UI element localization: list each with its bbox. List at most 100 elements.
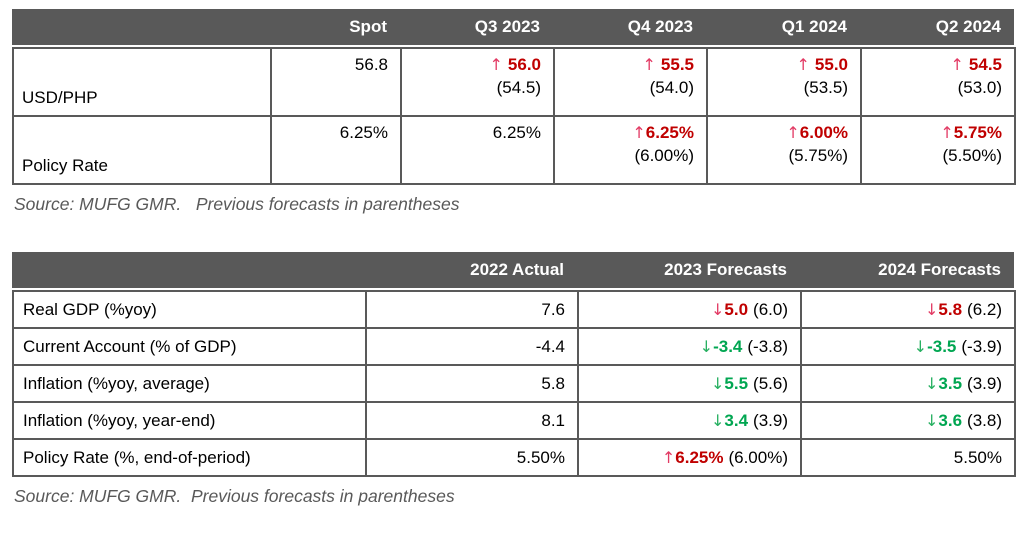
fx-table-header-row: Spot Q3 2023 Q4 2023 Q1 2024 Q2 2024 bbox=[12, 9, 1014, 45]
previous-forecast: (54.5) bbox=[496, 78, 541, 97]
table-row-usdphp: USD/PHP 56.8 ↑ 56.0 (54.5) ↑ 55.5 (54.0) ↑… bbox=[12, 47, 1016, 117]
down-arrow-icon: ↓ bbox=[924, 410, 939, 430]
previous-forecast: (6.00%) bbox=[634, 146, 694, 165]
column-header-blank bbox=[12, 9, 270, 45]
column-header-q4-2023: Q4 2023 bbox=[627, 17, 693, 36]
column-header-q1-2024: Q1 2024 bbox=[781, 17, 847, 36]
row-label-current-account: Current Account (% of GDP) bbox=[12, 327, 367, 366]
forecast-value: 6.25% bbox=[492, 123, 541, 142]
actual-value: 8.1 bbox=[541, 410, 565, 430]
forecast-value: 56.0 bbox=[507, 55, 541, 74]
down-arrow-icon: ↓ bbox=[710, 373, 725, 393]
row-label-inflation-average: Inflation (%yoy, average) bbox=[12, 364, 367, 403]
page: Spot Q3 2023 Q4 2023 Q1 2024 Q2 2024 USD… bbox=[12, 9, 1016, 507]
inflation-year-end-2022-cell: 8.1 bbox=[365, 401, 579, 440]
table-row-inflation-average: Inflation (%yoy, average) 5.8 ↓5.5 (5.6) … bbox=[12, 364, 1016, 403]
inflation-average-2023-cell: ↓5.5 (5.6) bbox=[577, 364, 802, 403]
policy-q2-2024-cell: ↑5.75% (5.50%) bbox=[860, 115, 1016, 185]
forecast-value: 55.0 bbox=[814, 55, 848, 74]
current-account-2023-cell: ↓-3.4 (-3.8) bbox=[577, 327, 802, 366]
previous-forecast: (6.2) bbox=[967, 299, 1002, 319]
forecast-value: 3.5 bbox=[938, 373, 963, 393]
up-arrow-icon: ↑ bbox=[632, 123, 646, 142]
macro-table-header-row: 2022 Actual 2023 Forecasts 2024 Forecast… bbox=[12, 252, 1014, 288]
forecast-value: 5.0 bbox=[724, 299, 749, 319]
actual-value: 5.8 bbox=[541, 373, 565, 393]
previous-forecast: (5.75%) bbox=[788, 146, 848, 165]
previous-forecast: (5.50%) bbox=[942, 146, 1002, 165]
down-arrow-icon: ↓ bbox=[699, 336, 714, 356]
usdphp-q3-2023-cell: ↑ 56.0 (54.5) bbox=[400, 47, 555, 117]
table-row-inflation-year-end: Inflation (%yoy, year-end) 8.1 ↓3.4 (3.9)… bbox=[12, 401, 1016, 440]
forecast-value: -3.5 bbox=[927, 336, 957, 356]
current-account-2024-cell: ↓-3.5 (-3.9) bbox=[800, 327, 1016, 366]
usdphp-q2-2024-cell: ↑ 54.5 (53.0) bbox=[860, 47, 1016, 117]
forecast-value: 55.5 bbox=[660, 55, 694, 74]
macro-table-body: Real GDP (%yoy) 7.6 ↓5.0 (6.0) ↓5.8 (6.2) … bbox=[12, 290, 1016, 477]
policy-rate-eop-2023-cell: ↑6.25% (6.00%) bbox=[577, 438, 802, 477]
up-arrow-icon: ↑ bbox=[796, 55, 810, 74]
column-header-blank bbox=[12, 252, 365, 288]
table-row-policy-rate: Policy Rate 6.25% 6.25% ↑6.25% (6.00%) ↑… bbox=[12, 115, 1016, 185]
row-label-policy-rate-eop: Policy Rate (%, end-of-period) bbox=[12, 438, 367, 477]
spot-value: 6.25% bbox=[339, 123, 388, 142]
forecast-value: 5.8 bbox=[938, 299, 963, 319]
previous-forecast: (5.6) bbox=[753, 373, 788, 393]
spacer bbox=[12, 215, 1012, 252]
macro-forecast-table: 2022 Actual 2023 Forecasts 2024 Forecast… bbox=[12, 252, 1016, 507]
row-label-inflation-year-end: Inflation (%yoy, year-end) bbox=[12, 401, 367, 440]
row-label-real-gdp: Real GDP (%yoy) bbox=[12, 290, 367, 329]
previous-forecast: (3.9) bbox=[967, 373, 1002, 393]
up-arrow-icon: ↑ bbox=[786, 123, 800, 142]
column-header-2024-forecasts: 2024 Forecasts bbox=[878, 260, 1001, 279]
real-gdp-2023-cell: ↓5.0 (6.0) bbox=[577, 290, 802, 329]
previous-forecast: (3.8) bbox=[967, 410, 1002, 430]
usdphp-q4-2023-cell: ↑ 55.5 (54.0) bbox=[553, 47, 708, 117]
forecast-value: -3.4 bbox=[713, 336, 743, 356]
up-arrow-icon: ↑ bbox=[489, 55, 503, 74]
inflation-average-2024-cell: ↓3.5 (3.9) bbox=[800, 364, 1016, 403]
actual-value: -4.4 bbox=[535, 336, 565, 356]
real-gdp-2022-cell: 7.6 bbox=[365, 290, 579, 329]
forecast-value: 6.00% bbox=[799, 123, 848, 142]
fx-table-body: USD/PHP 56.8 ↑ 56.0 (54.5) ↑ 55.5 (54.0) ↑… bbox=[12, 47, 1016, 185]
source-note-fx: Source: MUFG GMR. Previous forecasts in … bbox=[14, 194, 460, 214]
previous-forecast: (-3.9) bbox=[961, 336, 1002, 356]
up-arrow-icon: ↑ bbox=[642, 55, 656, 74]
forecast-value: 3.6 bbox=[938, 410, 963, 430]
column-header-2023-forecasts: 2023 Forecasts bbox=[664, 260, 787, 279]
forecast-value: 54.5 bbox=[968, 55, 1002, 74]
actual-value: 5.50% bbox=[516, 447, 565, 467]
forecast-value: 6.25% bbox=[645, 123, 694, 142]
previous-forecast: (54.0) bbox=[649, 78, 694, 97]
inflation-year-end-2024-cell: ↓3.6 (3.8) bbox=[800, 401, 1016, 440]
down-arrow-icon: ↓ bbox=[710, 410, 725, 430]
row-label-usdphp: USD/PHP bbox=[12, 47, 272, 117]
column-header-q2-2024: Q2 2024 bbox=[935, 17, 1001, 36]
column-header-2022-actual: 2022 Actual bbox=[470, 260, 564, 279]
policy-rate-eop-2024-cell: 5.50% bbox=[800, 438, 1016, 477]
table-row-real-gdp: Real GDP (%yoy) 7.6 ↓5.0 (6.0) ↓5.8 (6.2) bbox=[12, 290, 1016, 329]
up-arrow-icon: ↑ bbox=[661, 447, 676, 467]
inflation-average-2022-cell: 5.8 bbox=[365, 364, 579, 403]
source-note-macro: Source: MUFG GMR. Previous forecasts in … bbox=[14, 486, 455, 506]
policy-q1-2024-cell: ↑6.00% (5.75%) bbox=[706, 115, 862, 185]
previous-forecast: (3.9) bbox=[753, 410, 788, 430]
row-label-policy-rate: Policy Rate bbox=[12, 115, 272, 185]
up-arrow-icon: ↑ bbox=[950, 55, 964, 74]
usdphp-q1-2024-cell: ↑ 55.0 (53.5) bbox=[706, 47, 862, 117]
policy-q4-2023-cell: ↑6.25% (6.00%) bbox=[553, 115, 708, 185]
policy-spot-cell: 6.25% bbox=[270, 115, 402, 185]
previous-forecast: (6.00%) bbox=[728, 447, 788, 467]
down-arrow-icon: ↓ bbox=[924, 299, 939, 319]
fx-forecast-table: Spot Q3 2023 Q4 2023 Q1 2024 Q2 2024 USD… bbox=[12, 9, 1016, 215]
actual-value: 7.6 bbox=[541, 299, 565, 319]
column-header-spot: Spot bbox=[349, 17, 387, 36]
policy-q3-2023-cell: 6.25% bbox=[400, 115, 555, 185]
down-arrow-icon: ↓ bbox=[924, 373, 939, 393]
previous-forecast: (-3.8) bbox=[747, 336, 788, 356]
usdphp-spot-cell: 56.8 bbox=[270, 47, 402, 117]
previous-forecast: (6.0) bbox=[753, 299, 788, 319]
column-header-q3-2023: Q3 2023 bbox=[474, 17, 540, 36]
table-row-policy-rate-eop: Policy Rate (%, end-of-period) 5.50% ↑6.… bbox=[12, 438, 1016, 477]
